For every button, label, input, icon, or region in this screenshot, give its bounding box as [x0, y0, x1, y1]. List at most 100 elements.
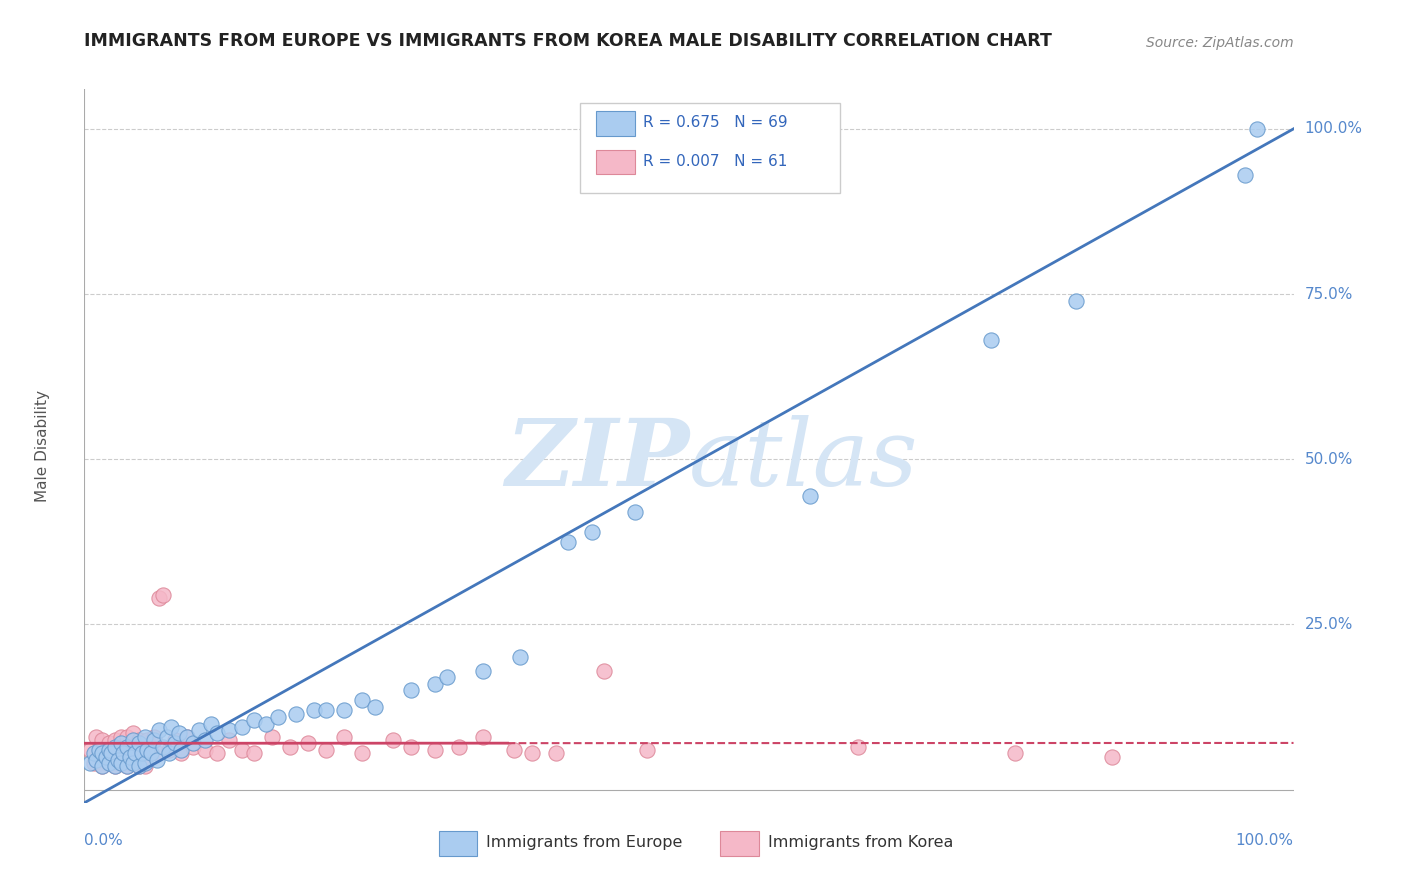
Point [120, 746, 142, 760]
Text: ZIP: ZIP [505, 416, 689, 505]
Point [86, 753, 108, 767]
Point [160, 720, 183, 734]
Point [509, 650, 531, 665]
Point [152, 739, 174, 754]
Point [104, 733, 127, 747]
Point [194, 733, 217, 747]
Point [502, 743, 524, 757]
Point [134, 756, 156, 771]
Point [110, 730, 132, 744]
Point [176, 730, 198, 744]
Point [115, 739, 138, 754]
Point [1246, 121, 1268, 136]
Point [799, 489, 821, 503]
Point [155, 730, 177, 744]
Point [110, 756, 132, 771]
Point [136, 743, 159, 757]
Point [1004, 746, 1026, 760]
Point [104, 739, 127, 754]
FancyBboxPatch shape [596, 112, 634, 136]
Point [593, 664, 616, 678]
Point [83, 746, 105, 760]
Point [544, 746, 567, 760]
Point [97, 756, 120, 771]
Point [110, 756, 132, 771]
Point [399, 683, 422, 698]
Point [148, 591, 170, 605]
Point [124, 746, 146, 760]
Point [520, 746, 543, 760]
Point [131, 746, 153, 760]
Point [315, 743, 337, 757]
Point [623, 505, 645, 519]
Point [980, 333, 1002, 347]
Point [143, 730, 166, 744]
Point [128, 733, 150, 747]
Point [97, 743, 120, 757]
Point [83, 756, 105, 771]
Point [352, 693, 374, 707]
Point [124, 743, 146, 757]
Point [181, 739, 204, 754]
Point [188, 723, 211, 738]
Point [170, 746, 193, 760]
Text: Immigrants from Europe: Immigrants from Europe [486, 835, 682, 849]
Point [846, 739, 869, 754]
Point [165, 736, 187, 750]
Point [107, 746, 129, 760]
Point [472, 730, 495, 744]
Point [207, 746, 229, 760]
Text: IMMIGRANTS FROM EUROPE VS IMMIGRANTS FROM KOREA MALE DISABILITY CORRELATION CHAR: IMMIGRANTS FROM EUROPE VS IMMIGRANTS FRO… [84, 32, 1052, 50]
Point [87, 743, 110, 757]
Point [86, 730, 108, 744]
Point [136, 733, 159, 747]
Point [91, 759, 114, 773]
Point [100, 746, 122, 760]
Point [104, 759, 127, 773]
Point [115, 759, 138, 773]
Point [1064, 293, 1087, 308]
Point [472, 664, 495, 678]
Point [315, 703, 337, 717]
Point [131, 746, 153, 760]
Point [139, 743, 162, 757]
Point [146, 746, 169, 760]
Text: Immigrants from Korea: Immigrants from Korea [768, 835, 953, 849]
Point [181, 736, 204, 750]
Point [110, 736, 132, 750]
Point [242, 713, 264, 727]
Text: R = 0.007   N = 61: R = 0.007 N = 61 [643, 153, 787, 169]
Point [1101, 749, 1123, 764]
Point [134, 759, 156, 773]
Point [107, 753, 129, 767]
Point [91, 733, 114, 747]
Point [115, 759, 138, 773]
Point [79, 743, 101, 757]
Text: R = 0.675   N = 69: R = 0.675 N = 69 [643, 115, 787, 130]
Point [139, 746, 162, 760]
Point [260, 730, 283, 744]
Point [352, 746, 374, 760]
Point [91, 746, 114, 760]
Point [207, 726, 229, 740]
Point [231, 720, 253, 734]
Point [399, 739, 422, 754]
Point [200, 716, 222, 731]
Point [91, 759, 114, 773]
Point [170, 743, 193, 757]
Point [112, 746, 135, 760]
Point [333, 703, 356, 717]
Point [557, 534, 579, 549]
Point [218, 723, 240, 738]
FancyBboxPatch shape [596, 150, 634, 174]
Point [363, 700, 385, 714]
Point [97, 756, 120, 771]
Text: 50.0%: 50.0% [1305, 451, 1353, 467]
Point [423, 743, 446, 757]
Point [278, 739, 301, 754]
Point [157, 746, 180, 760]
Point [146, 753, 169, 767]
Point [97, 736, 120, 750]
Point [581, 524, 603, 539]
Point [143, 733, 166, 747]
